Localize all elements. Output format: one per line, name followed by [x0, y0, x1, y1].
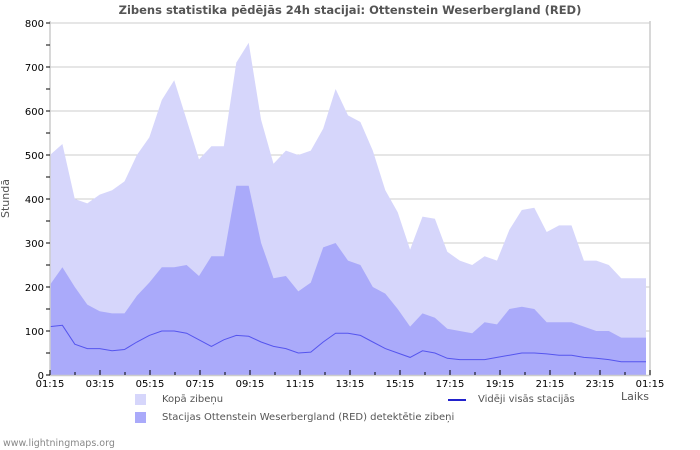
svg-text:700: 700 — [25, 63, 44, 74]
legend-item-station: Stacijas Ottenstein Weserbergland (RED) … — [135, 412, 454, 423]
legend-item-average: Vidēji visās stacijās — [448, 394, 575, 405]
svg-text:21:15: 21:15 — [536, 379, 565, 390]
legend-swatch-station — [135, 412, 146, 423]
average-line — [49, 324, 646, 363]
svg-text:200: 200 — [25, 283, 44, 294]
svg-text:09:15: 09:15 — [236, 379, 265, 390]
svg-text:01:15: 01:15 — [36, 379, 65, 390]
svg-text:23:15: 23:15 — [586, 379, 615, 390]
legend-label-station: Stacijas Ottenstein Weserbergland (RED) … — [162, 412, 455, 423]
x-axis-label: Laiks — [621, 390, 650, 403]
y-axis-ticks: 0 100 200 300 400 500 600 700 800 — [25, 19, 50, 382]
svg-text:100: 100 — [25, 327, 44, 338]
svg-text:03:15: 03:15 — [86, 379, 115, 390]
svg-text:300: 300 — [25, 239, 44, 250]
svg-text:500: 500 — [25, 151, 44, 162]
legend-label-total: Kopā zibeņu — [162, 394, 224, 405]
footer-link[interactable]: www.lightningmaps.org — [3, 438, 115, 449]
station-strikes-area — [50, 185, 646, 375]
y-axis-label: Stundā — [0, 179, 12, 218]
legend-swatch-total — [135, 394, 146, 405]
svg-text:400: 400 — [25, 195, 44, 206]
svg-text:0: 0 — [38, 371, 44, 382]
chart-title: Zibens statistika pēdējās 24h stacijai: … — [118, 3, 582, 17]
svg-text:600: 600 — [25, 107, 44, 118]
svg-text:05:15: 05:15 — [136, 379, 165, 390]
legend-label-average: Vidēji visās stacijās — [478, 394, 575, 405]
svg-text:800: 800 — [25, 19, 44, 30]
svg-text:07:15: 07:15 — [186, 379, 215, 390]
svg-text:17:15: 17:15 — [436, 379, 465, 390]
svg-text:15:15: 15:15 — [386, 379, 415, 390]
legend-swatch-average — [448, 398, 466, 401]
svg-text:19:15: 19:15 — [486, 379, 515, 390]
svg-text:11:15: 11:15 — [286, 379, 315, 390]
x-axis-ticks: 01:15 03:15 05:15 07:15 09:15 11:15 13:15 15:15… — [36, 370, 665, 390]
legend-item-total: Kopā zibeņu — [135, 394, 223, 405]
svg-text:13:15: 13:15 — [336, 379, 365, 390]
svg-text:01:15: 01:15 — [636, 379, 665, 390]
